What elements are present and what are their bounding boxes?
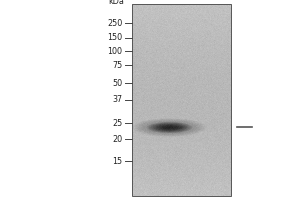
Text: 25: 25 (112, 118, 122, 128)
Text: 100: 100 (107, 46, 122, 55)
Bar (132, 4, 231, 196)
Text: 15: 15 (112, 156, 122, 166)
Text: kDa: kDa (109, 0, 124, 6)
Text: 250: 250 (107, 19, 122, 27)
Text: 75: 75 (112, 60, 122, 70)
Text: 150: 150 (107, 33, 122, 43)
Text: 37: 37 (112, 96, 122, 104)
Text: 20: 20 (112, 134, 122, 144)
Text: 50: 50 (112, 78, 122, 88)
